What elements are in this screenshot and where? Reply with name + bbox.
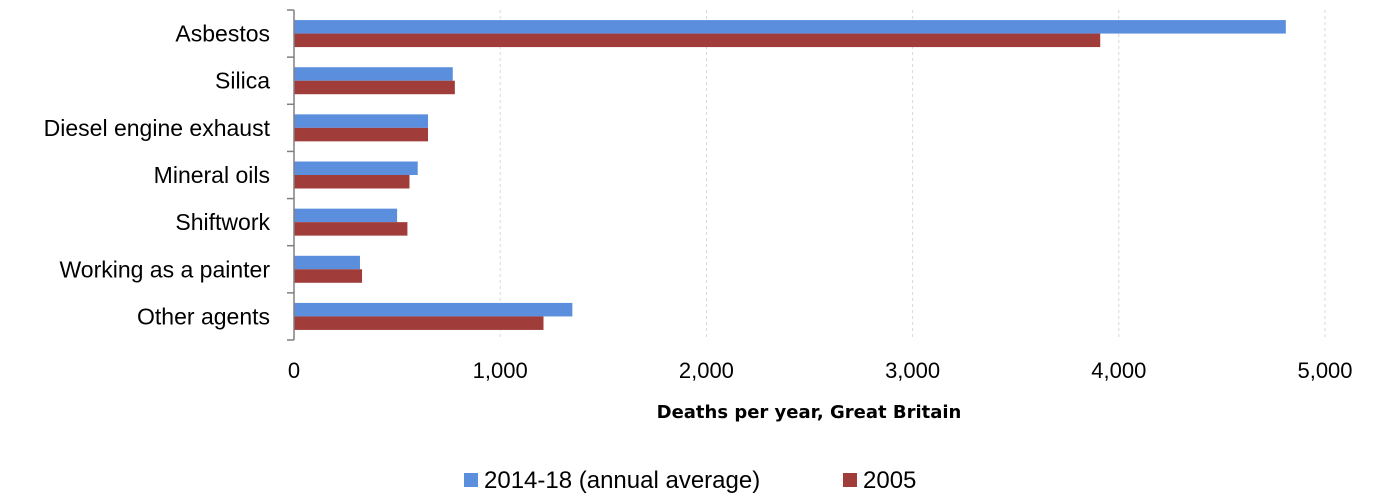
gridlines [500,10,1325,340]
x-tick-label: 4,000 [1091,358,1146,383]
bar-series2 [294,34,1100,48]
legend: 2014-18 (annual average) 2005 [464,467,916,494]
x-axis-title: Deaths per year, Great Britain [657,402,962,423]
category-label: Working as a painter [59,256,270,282]
axes [287,10,294,340]
bar-series1 [294,114,428,128]
legend-swatch [464,473,478,487]
category-label: Diesel engine exhaust [44,115,271,141]
bar-series2 [294,316,544,330]
x-tick-label: 0 [288,358,300,383]
category-label: Mineral oils [154,162,270,188]
x-tick-label: 3,000 [885,358,940,383]
category-label: Shiftwork [175,209,270,235]
bar-series1 [294,67,453,81]
bar-series1 [294,209,397,223]
bar-series1 [294,20,1286,33]
x-tick-label: 1,000 [473,358,528,383]
legend-swatch [843,473,857,487]
bar-series2 [294,128,428,142]
legend-label: 2014-18 (annual average) [484,467,760,494]
bar-series1 [294,256,360,269]
labels: 0 1,000 2,000 3,000 4,000 5,000 Asbestos Silica… [44,21,1353,383]
bar-series2 [294,175,409,189]
x-tick-label: 2,000 [679,358,734,383]
category-label: Asbestos [175,21,270,47]
x-tick-label: 5,000 [1297,358,1352,383]
bar-series1 [294,303,572,317]
legend-label: 2005 [863,467,916,494]
bars [294,20,1286,330]
bar-series1 [294,162,418,176]
category-label: Other agents [137,303,270,329]
category-label: Silica [215,68,270,94]
bar-series2 [294,81,455,95]
bar-series2 [294,269,362,283]
bar-series2 [294,222,407,236]
